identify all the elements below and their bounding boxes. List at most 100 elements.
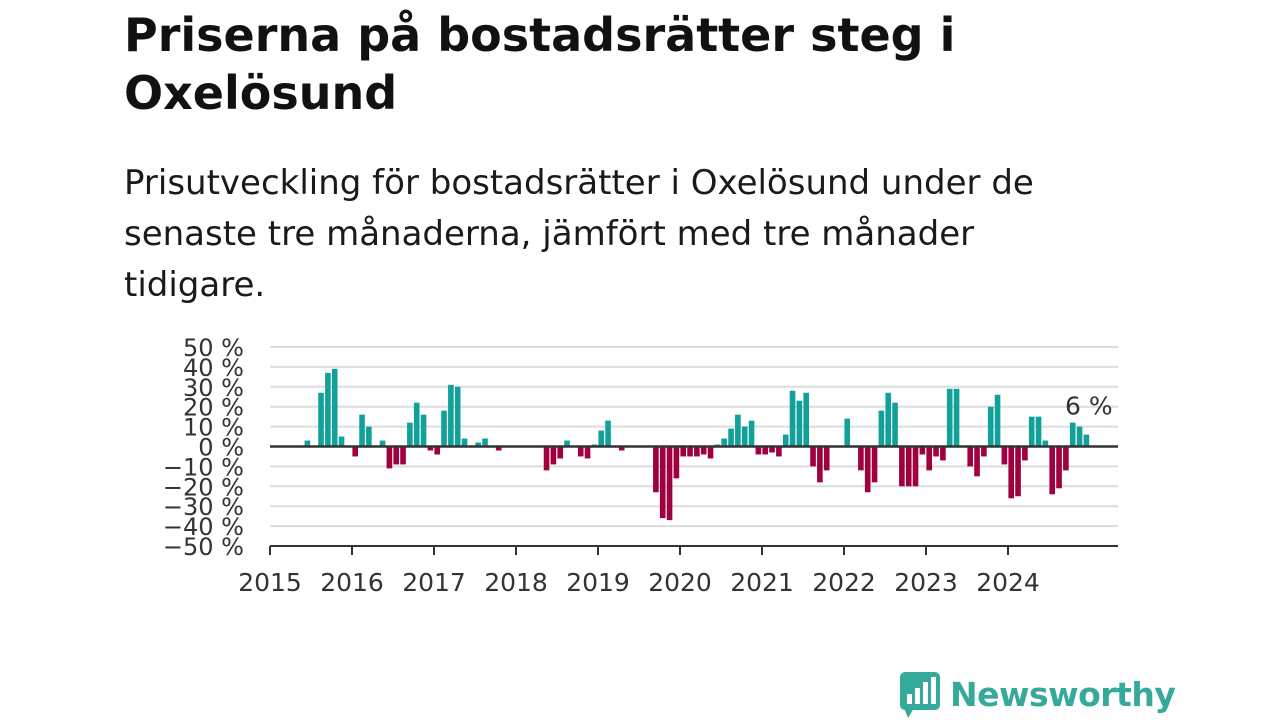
bar [393, 446, 400, 465]
chart-subtitle: Prisutveckling för bostadsrätter i Oxelö… [124, 163, 1034, 305]
x-tick-label: 2018 [484, 568, 548, 597]
bar [1015, 446, 1021, 497]
bar [434, 446, 441, 455]
x-tick-label: 2021 [730, 568, 794, 597]
bar [564, 440, 570, 447]
bar [359, 414, 365, 447]
bar [666, 446, 673, 521]
chart-title: Priserna på bostadsrätter steg i Oxelösu… [124, 8, 956, 120]
data-labels: 6 % [1065, 392, 1113, 421]
bar [981, 446, 987, 457]
bar [475, 442, 482, 447]
bar [885, 392, 892, 447]
bar [461, 438, 468, 447]
bar [386, 446, 393, 469]
y-tick-label: −10 % [163, 453, 244, 481]
y-tick-label: 10 % [183, 414, 244, 442]
bar [680, 446, 687, 457]
bar [741, 426, 748, 447]
x-tick-label: 2019 [566, 568, 630, 597]
bar [892, 402, 898, 447]
y-tick-label: −40 % [163, 513, 244, 541]
x-tick-label: 2020 [648, 568, 712, 597]
bar [858, 446, 864, 471]
bar [1042, 440, 1049, 447]
bar [1035, 416, 1042, 447]
bar [912, 446, 919, 487]
bar [618, 446, 625, 451]
bar [427, 446, 434, 451]
bar [379, 440, 386, 447]
y-tick-label: −30 % [163, 493, 244, 521]
bar [543, 446, 550, 471]
bar [817, 446, 823, 483]
bar [441, 410, 447, 447]
bar [940, 446, 946, 461]
bar [1028, 416, 1035, 447]
bar [953, 388, 960, 447]
y-tick-label: 40 % [183, 354, 244, 382]
bar [810, 446, 816, 467]
bar [325, 372, 331, 447]
x-tick-label: 2015 [238, 568, 302, 597]
bar [1076, 426, 1083, 447]
bar [721, 438, 728, 447]
bar [653, 446, 659, 493]
x-axis-ticks: 2015 2016 2017 2018 2019 2020 2021 2022 2023 2024 [238, 546, 1040, 597]
bar [331, 368, 338, 447]
x-tick-label: 2024 [976, 568, 1040, 597]
bar [905, 446, 912, 487]
bar [748, 420, 755, 447]
bar [987, 406, 994, 447]
bar [844, 418, 851, 447]
bar [789, 390, 796, 447]
bar [550, 446, 557, 465]
y-tick-label: 30 % [183, 374, 244, 402]
bar [352, 446, 359, 457]
bar [707, 446, 714, 459]
bar [366, 426, 372, 447]
bar [407, 422, 413, 447]
bar [782, 434, 789, 447]
bar [454, 386, 461, 447]
x-tick-label: 2017 [402, 568, 466, 597]
bar [728, 428, 734, 447]
bar [1083, 434, 1090, 447]
bar [318, 392, 324, 447]
price-change-bar-chart: 50 %40 %30 %20 %10 %0 %−10 %−20 %−30 %−4… [163, 334, 1118, 597]
newsworthy-logo: Newsworthy [900, 668, 1176, 720]
bar [933, 446, 939, 457]
bar [605, 420, 611, 447]
bar [420, 414, 427, 447]
y-tick-label: 50 % [183, 334, 244, 362]
bar [926, 446, 933, 471]
bar [557, 446, 564, 459]
bar [1001, 446, 1008, 465]
bar [400, 446, 406, 465]
bar [1063, 446, 1069, 471]
bar [482, 438, 488, 447]
bar [1049, 446, 1056, 495]
brand-name: Newsworthy [950, 674, 1176, 714]
y-tick-label: 0 % [198, 434, 244, 462]
bar [919, 446, 926, 455]
bar [598, 430, 605, 447]
bar [871, 446, 878, 483]
y-tick-label: −20 % [163, 473, 244, 501]
bar [967, 446, 974, 467]
bar [1022, 446, 1028, 461]
bar [762, 446, 769, 455]
bar [796, 400, 803, 447]
y-axis-ticks: 50 %40 %30 %20 %10 %0 %−10 %−20 %−30 %−4… [163, 334, 244, 561]
bar-chart-speech-bubble-icon [900, 672, 940, 718]
bar [413, 402, 420, 447]
bar [735, 414, 741, 447]
bar [1008, 446, 1015, 499]
x-tick-label: 2022 [812, 568, 876, 597]
bar [823, 446, 830, 471]
bar [1069, 422, 1076, 447]
bar [338, 436, 345, 447]
bar [448, 384, 454, 447]
data-label: 6 % [1065, 392, 1113, 421]
bar [803, 392, 810, 447]
